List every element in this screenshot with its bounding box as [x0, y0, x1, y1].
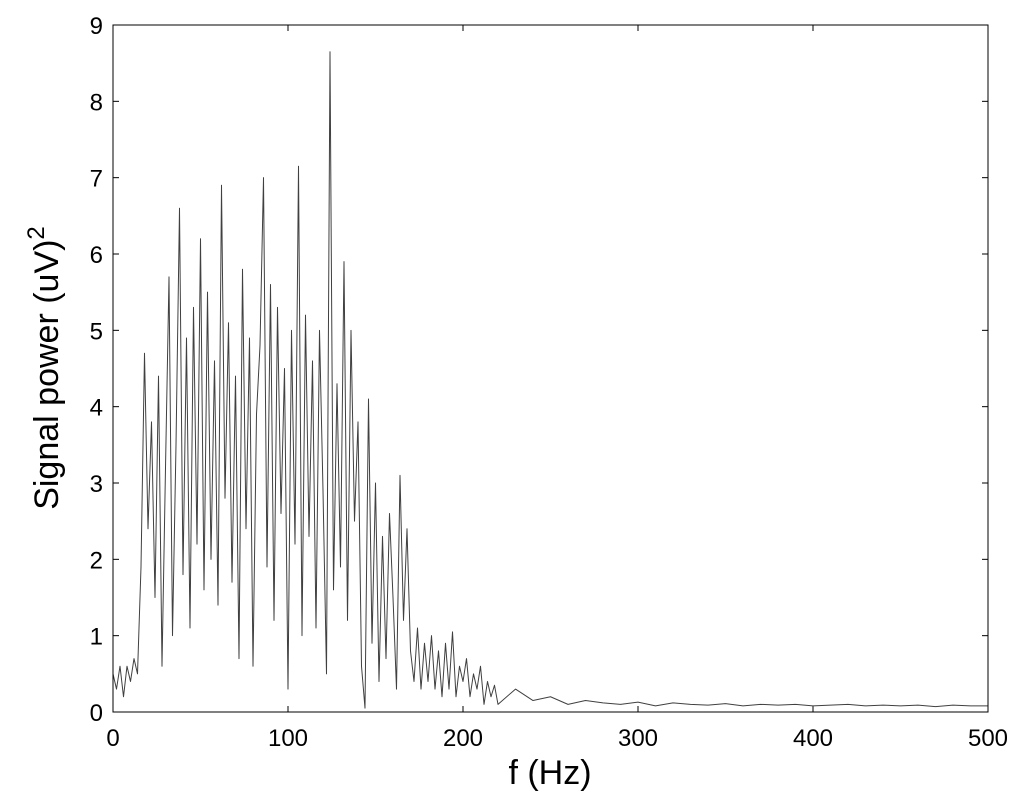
x-tick-label: 400	[793, 725, 833, 752]
y-tick-label: 8	[90, 89, 103, 116]
y-tick-label: 2	[90, 547, 103, 574]
x-tick-label: 300	[618, 725, 658, 752]
y-tick-label: 6	[90, 242, 103, 269]
y-tick-label: 4	[90, 395, 103, 422]
y-axis-label: Signal power (uV)2	[23, 226, 66, 510]
y-tick-label: 9	[90, 13, 103, 40]
y-axis-label-text: Signal power (uV)	[28, 240, 66, 510]
data-line	[112, 51, 988, 709]
y-tick-label: 7	[90, 166, 103, 193]
y-tick-label: 3	[90, 471, 103, 498]
x-tick-label: 100	[268, 725, 308, 752]
y-tick-label: 5	[90, 318, 103, 345]
plot-frame	[112, 24, 989, 713]
x-axis-label: f (Hz)	[508, 754, 591, 792]
x-tick-label: 200	[443, 725, 483, 752]
y-axis-label-superscript: 2	[23, 226, 50, 239]
y-tick-label: 1	[90, 624, 103, 651]
x-tick-label: 0	[106, 725, 119, 752]
y-tick-label: 0	[90, 700, 103, 727]
x-tick-label: 500	[968, 725, 1008, 752]
